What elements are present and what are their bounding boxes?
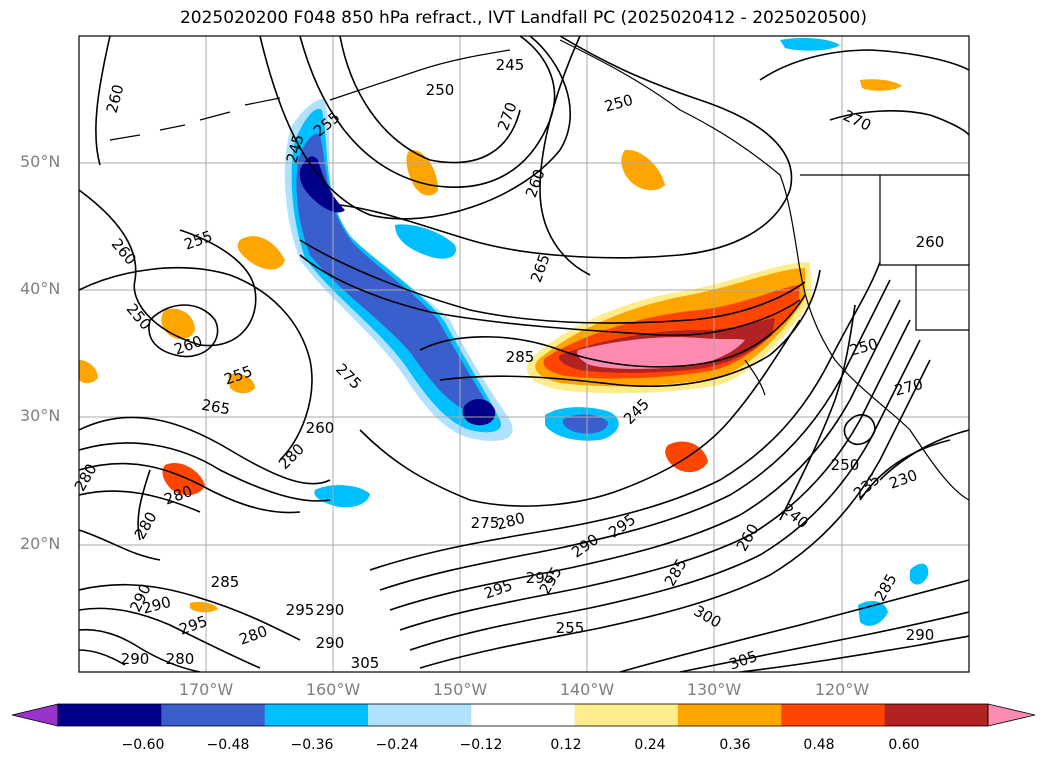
negative-blob-4 — [314, 485, 370, 508]
coastlines — [109, 39, 969, 501]
positive-blob-7 — [860, 79, 902, 91]
contour-label: 250 — [426, 81, 455, 99]
contour-label: 280 — [166, 650, 195, 668]
contour-label: 290 — [121, 650, 150, 668]
contour-label: 245 — [496, 56, 525, 74]
contour-label: 250 — [603, 91, 635, 116]
contour-label: 270 — [893, 375, 925, 400]
contour-label: 260 — [522, 167, 549, 200]
contour-label: 295 — [526, 569, 555, 587]
contour-label: 280 — [495, 509, 527, 534]
colorbar-extend-min — [11, 703, 59, 727]
lat-label-20n: 20°N — [20, 534, 61, 553]
lon-label-140w: 140°W — [559, 680, 615, 699]
contour-label: 255 — [556, 619, 585, 637]
colorbar-tick: −0.36 — [290, 737, 334, 753]
contour-label: 260 — [733, 521, 763, 555]
negative-blob-2-inner — [562, 414, 608, 434]
colorbar-frame — [57, 703, 989, 727]
gridlines — [79, 36, 969, 672]
contour-label: 250 — [123, 300, 155, 334]
negative-blob-7 — [858, 600, 888, 626]
positive-blob-10 — [190, 601, 218, 613]
colorbar-segment — [884, 704, 989, 726]
colorbar-tick: 0.24 — [634, 737, 666, 753]
contour-label: 275 — [471, 514, 500, 532]
lon-label-150w: 150°W — [432, 680, 488, 699]
colorbar — [11, 703, 1036, 727]
contour-label: 290 — [568, 530, 602, 561]
contour-label: 245 — [620, 395, 653, 428]
contour-label: 290 — [906, 626, 935, 644]
colorbar-segment — [471, 704, 576, 726]
positive-blob-4 — [621, 149, 665, 191]
colorbar-segment — [264, 704, 369, 726]
contour-label: 240 — [778, 500, 812, 532]
map-title: 2025020200 F048 850 hPa refract., IVT La… — [179, 8, 867, 28]
colorbar-tick: 0.12 — [550, 737, 582, 753]
contour-label: 280 — [237, 622, 270, 649]
colorbar-tick: −0.60 — [121, 737, 165, 753]
contour-label: 270 — [840, 106, 874, 134]
contour-label: 295 — [482, 576, 515, 603]
colorbar-tick: −0.24 — [375, 737, 419, 753]
contour-label: 290 — [316, 634, 345, 652]
contour-label: 290 — [316, 601, 345, 619]
contour-lines — [79, 36, 969, 672]
colorbar-segment — [574, 704, 679, 726]
colorbar-extend-max — [987, 703, 1036, 727]
colorbar-tick: 0.60 — [888, 737, 920, 753]
contour-label: 280 — [162, 482, 195, 509]
contour-label: 260 — [916, 233, 945, 251]
contour-label: 250 — [848, 335, 880, 360]
colorbar-segment — [368, 704, 472, 726]
contour-label: 295 — [286, 601, 315, 619]
colorbar-segment — [58, 704, 162, 726]
colorbar-segment — [678, 704, 782, 726]
contour-label: 260 — [306, 419, 335, 437]
contour-label: 285 — [506, 348, 535, 366]
colorbar-tick: −0.12 — [459, 737, 503, 753]
positive-band-pink — [577, 337, 745, 369]
colorbar-tick: −0.48 — [206, 737, 250, 753]
contour-label: 280 — [275, 440, 308, 473]
contour-labels: 260 245 250 255 270 245 250 260 265 270 260 255 250 2… — [71, 56, 945, 674]
lat-label-50n: 50°N — [20, 152, 61, 171]
positive-blob-9 — [228, 373, 255, 394]
positive-blob-3 — [406, 149, 438, 196]
contour-label: 295 — [177, 612, 210, 639]
negative-blob-6 — [910, 563, 929, 585]
lat-label-30n: 30°N — [20, 406, 61, 425]
lon-label-120w: 120°W — [814, 680, 870, 699]
contour-label: 265 — [527, 252, 554, 285]
contour-label: 270 — [494, 100, 521, 133]
contour-label: 305 — [351, 654, 380, 672]
colorbar-tick: 0.48 — [803, 737, 835, 753]
negative-blob-navy — [462, 398, 496, 426]
lon-label-130w: 130°W — [686, 680, 742, 699]
negative-blob-5 — [780, 37, 840, 51]
contour-label: 265 — [200, 396, 231, 419]
lon-label-170w: 170°W — [178, 680, 234, 699]
positive-blob-5 — [162, 462, 205, 496]
contour-label: 300 — [691, 602, 725, 632]
contour-label: 260 — [103, 83, 128, 115]
contour-label: 275 — [332, 360, 365, 393]
contour-label: 255 — [182, 227, 215, 254]
lat-label-40n: 40°N — [20, 279, 61, 298]
contour-label: 285 — [211, 573, 240, 591]
colorbar-segment — [161, 704, 266, 726]
positive-blob-8 — [79, 360, 98, 384]
lon-label-160w: 160°W — [305, 680, 361, 699]
negative-blob-3 — [395, 224, 456, 259]
negative-band-navy — [299, 156, 345, 213]
contour-label: 280 — [131, 509, 161, 543]
positive-blob-1 — [237, 236, 285, 270]
contour-label: 250 — [831, 456, 860, 474]
map-frame — [78, 35, 970, 673]
colorbar-tick: 0.36 — [719, 737, 751, 753]
colorbar-segment — [781, 704, 886, 726]
